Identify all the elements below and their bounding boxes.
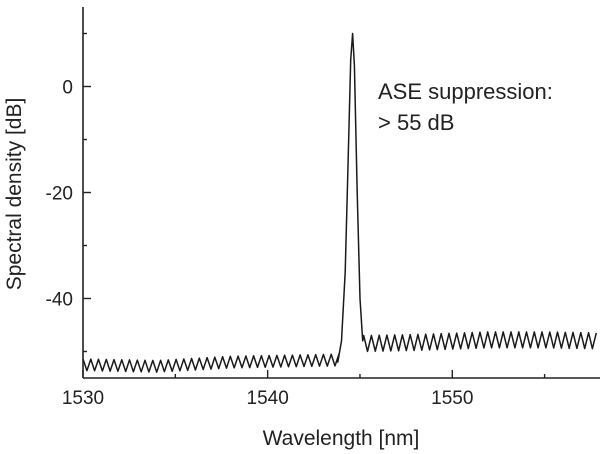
y-tick-label: -40 <box>46 290 73 311</box>
annotation-line-2: > 55 dB <box>378 110 454 135</box>
y-tick-label: -20 <box>46 184 73 205</box>
x-tick-label: 1550 <box>431 388 473 409</box>
spectrum-line <box>82 32 598 373</box>
x-axis-title: Wavelength [nm] <box>263 427 420 450</box>
x-tick-label: 1530 <box>62 388 104 409</box>
annotation-line-1: ASE suppression: <box>378 79 553 104</box>
y-tick-label: 0 <box>62 78 73 99</box>
y-axis-title: Spectral density [dB] <box>3 98 26 291</box>
axes: 1530 1540 1550 -40 -20 0 <box>46 7 600 409</box>
x-tick-label: 1540 <box>247 388 289 409</box>
plot-area <box>82 32 598 373</box>
